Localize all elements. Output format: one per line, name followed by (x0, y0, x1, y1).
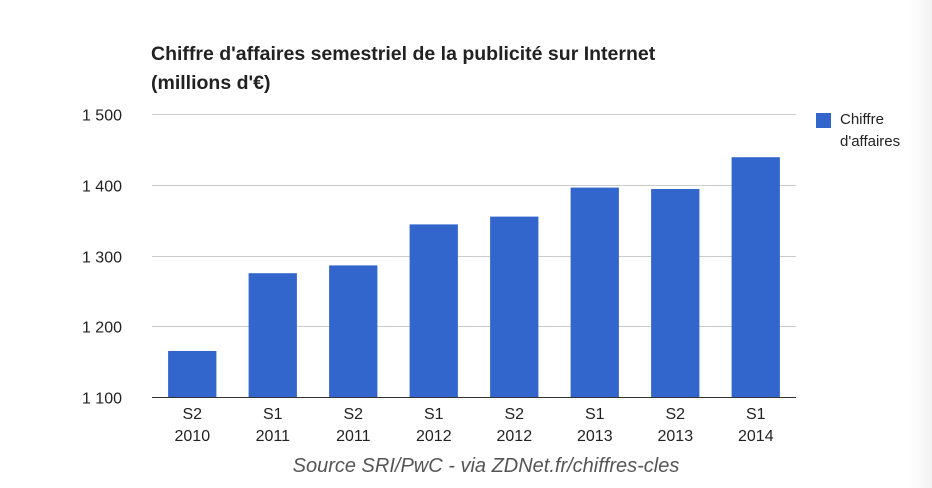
x-tick-label-year: 2012 (416, 428, 452, 445)
bar (731, 157, 780, 397)
bar (248, 273, 297, 397)
y-tick-label: 1 200 (82, 320, 122, 337)
y-tick-label: 1 500 (82, 108, 122, 125)
y-tick-label: 1 400 (82, 179, 122, 196)
y-tick-label: 1 100 (82, 391, 122, 408)
x-tick-label-year: 2011 (336, 428, 371, 445)
chart-subtitle: (millions d'€) (151, 72, 271, 94)
x-tick-label-period: S1 (263, 406, 283, 423)
bars (152, 157, 796, 398)
bar (490, 216, 539, 397)
x-tick-label-period: S1 (424, 406, 444, 423)
x-axis-ticks: S2 2010 S1 2011 S2 2011 S1 2012 S2 2012 S1 2013 S2 20… (175, 406, 774, 445)
legend: Chiffre d'affaires (816, 109, 930, 153)
x-tick-label-period: S2 (505, 406, 525, 423)
bar (409, 224, 458, 397)
source-note: Source SRI/PwC - via ZDNet.fr/chiffres-c… (292, 455, 680, 477)
x-tick-label-year: 2013 (577, 428, 613, 445)
bar (168, 351, 217, 397)
legend-label: Chiffre d'affaires (840, 111, 901, 150)
legend-swatch (816, 113, 831, 128)
x-tick-label-period: S1 (585, 406, 605, 423)
x-tick-label-period: S2 (183, 406, 203, 423)
x-tick-label-year: 2010 (175, 428, 211, 445)
chart-title-block: Chiffre d'affaires semestriel de la publ… (151, 40, 791, 98)
x-tick-label-period: S2 (344, 406, 364, 423)
y-axis-ticks: 1 100 1 200 1 300 1 400 1 500 (82, 108, 122, 408)
edge-shading (908, 0, 932, 488)
bar (651, 189, 700, 397)
x-tick-label-year: 2014 (738, 428, 774, 445)
x-tick-label-year: 2013 (658, 428, 694, 445)
x-tick-label-year: 2011 (256, 428, 291, 445)
x-tick-label-year: 2012 (497, 428, 533, 445)
bar (329, 265, 378, 397)
x-tick-label-period: S2 (666, 406, 686, 423)
bar (570, 187, 619, 397)
chart-title: Chiffre d'affaires semestriel de la publ… (151, 43, 656, 65)
x-tick-label-period: S1 (746, 406, 766, 423)
y-tick-label: 1 300 (82, 250, 122, 267)
